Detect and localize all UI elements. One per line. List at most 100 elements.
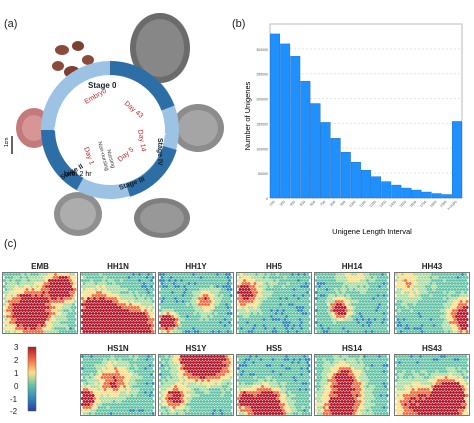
heatmap-spot <box>370 388 374 391</box>
heatmap-spot <box>249 309 252 312</box>
heatmap-spot <box>118 358 122 361</box>
heatmap-spot <box>57 309 60 312</box>
heatmap-spot <box>294 297 297 300</box>
heatmap-spot <box>220 282 224 285</box>
heatmap-spot <box>358 306 362 309</box>
heatmap-spot <box>115 364 119 367</box>
heatmap-spot <box>175 400 179 403</box>
heatmap-spot <box>339 291 342 294</box>
heatmap-spot <box>343 330 347 333</box>
heatmap-spot <box>369 273 372 276</box>
heatmap-spot <box>279 297 282 300</box>
heatmap-spot <box>243 273 246 276</box>
heatmap-spot <box>360 385 363 388</box>
heatmap-spot <box>346 306 350 309</box>
heatmap-spot <box>105 297 108 300</box>
heatmap-spot <box>124 394 128 397</box>
heatmap-spot <box>213 361 216 364</box>
heatmap-spot <box>381 309 384 312</box>
heatmap-spot <box>349 276 353 279</box>
heatmap-spot <box>250 318 254 321</box>
heatmap-spot <box>247 288 251 291</box>
heatmap-spot <box>446 309 449 312</box>
heatmap-spot <box>456 330 460 333</box>
heatmap-spot <box>330 391 333 394</box>
heatmap-spot <box>84 291 87 294</box>
heatmap-spot <box>33 297 36 300</box>
heatmap-spot <box>39 297 42 300</box>
heatmap-spot <box>351 373 354 376</box>
heatmap-spot <box>217 294 221 297</box>
heatmap-spot <box>303 403 306 406</box>
heatmap-spot <box>425 279 428 282</box>
heatmap-spot <box>334 300 338 303</box>
heatmap-spot <box>214 406 218 409</box>
heatmap-spot <box>150 409 153 412</box>
heatmap-spot <box>322 394 326 397</box>
heatmap-spot <box>168 315 171 318</box>
heatmap-spot <box>395 321 398 324</box>
heatmap-spot <box>261 279 264 282</box>
heatmap-spot <box>354 273 357 276</box>
heatmap-spot <box>222 397 225 400</box>
heatmap-spot <box>282 327 285 330</box>
heatmap-spot <box>438 300 442 303</box>
heatmap-spot <box>355 282 359 285</box>
heatmap-spot <box>163 300 167 303</box>
heatmap-spot <box>183 309 186 312</box>
heatmap-spot <box>216 273 219 276</box>
heatmap-spot <box>165 309 168 312</box>
heatmap-spot <box>22 324 26 327</box>
heatmap-spot <box>46 318 50 321</box>
heatmap-spot <box>300 355 303 358</box>
heatmap-spot <box>315 361 318 364</box>
heatmap-spot <box>267 321 270 324</box>
heatmap-spot <box>106 276 110 279</box>
heatmap-spot <box>226 324 230 327</box>
heatmap-spot <box>250 358 254 361</box>
heatmap-spot <box>147 321 150 324</box>
heatmap-spot <box>318 367 321 370</box>
heatmap-spot <box>187 388 191 391</box>
heatmap-spot <box>354 291 357 294</box>
heatmap-spot <box>277 406 281 409</box>
heatmap-spot <box>111 409 114 412</box>
heatmap-spot <box>441 358 445 361</box>
heatmap-spot <box>385 376 389 379</box>
heatmap-spot <box>205 324 209 327</box>
heatmap-spot <box>216 391 219 394</box>
heatmap-spot <box>271 394 275 397</box>
heatmap-spot <box>84 303 87 306</box>
heatmap-spot <box>91 300 95 303</box>
heatmap-spot <box>187 294 191 297</box>
heatmap-spot <box>324 403 327 406</box>
heatmap-spot <box>246 361 249 364</box>
heatmap-spot <box>31 318 35 321</box>
heatmap-spot <box>298 376 302 379</box>
heatmap-spot <box>195 315 198 318</box>
heatmap-spot <box>413 309 416 312</box>
heatmap-spot <box>253 276 257 279</box>
heatmap-spot <box>198 355 201 358</box>
heatmap-spot <box>214 306 218 309</box>
heatmap-spot <box>428 315 431 318</box>
heatmap-spot <box>118 394 122 397</box>
heatmap-spot <box>264 279 267 282</box>
heatmap-spot <box>240 309 243 312</box>
heatmap-spot <box>294 397 297 400</box>
heatmap-spot <box>66 291 69 294</box>
heatmap-spot <box>294 327 297 330</box>
heatmap-spot <box>292 324 296 327</box>
heatmap-spot <box>199 288 203 291</box>
heatmap-spot <box>102 273 105 276</box>
heatmap-spot <box>349 330 353 333</box>
heatmap-spot <box>208 400 212 403</box>
heatmap-spot <box>12 315 15 318</box>
heatmap-spot <box>181 288 185 291</box>
heatmap-spot <box>126 379 129 382</box>
heatmap-spot <box>163 364 167 367</box>
heatmap-spot <box>93 379 96 382</box>
heatmap-spot <box>190 406 194 409</box>
heatmap-spot <box>10 330 14 333</box>
heatmap-spot <box>196 276 200 279</box>
